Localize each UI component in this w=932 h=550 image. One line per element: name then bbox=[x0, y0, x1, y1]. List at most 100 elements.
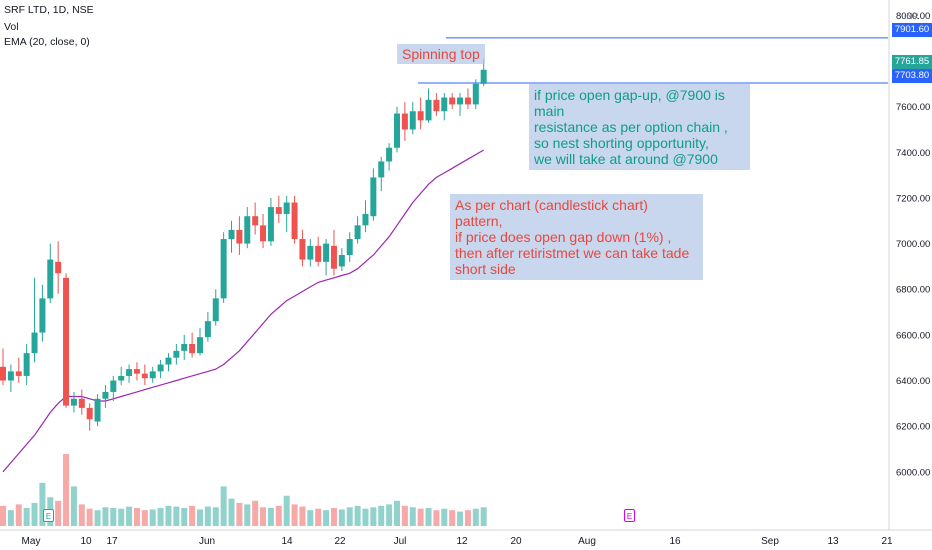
gap-down-line-2: if price does open gap down (1%) , bbox=[455, 229, 672, 245]
volume-bar bbox=[480, 507, 487, 526]
x-tick-label: Jun bbox=[199, 536, 215, 547]
resistance-price-tag: 7901.60 bbox=[892, 23, 932, 37]
volume-bar bbox=[236, 502, 243, 526]
candle-body bbox=[126, 369, 133, 376]
volume-bar bbox=[338, 509, 345, 526]
symbol-legend[interactable]: SRF LTD, 1D, NSE bbox=[4, 4, 94, 16]
x-tick-label: 21 bbox=[881, 536, 893, 547]
candle-body bbox=[260, 225, 267, 242]
y-tick-label: 7200.00 bbox=[896, 193, 930, 204]
candle-body bbox=[212, 298, 219, 322]
volume-bar bbox=[141, 510, 148, 526]
volume-bar bbox=[189, 505, 196, 526]
volume-bar bbox=[291, 504, 298, 526]
volume-bar bbox=[354, 505, 361, 526]
candle-body bbox=[220, 239, 227, 299]
candle-body bbox=[291, 202, 298, 240]
y-tick-label: 6400.00 bbox=[896, 376, 930, 387]
gap-down-line-1: As per chart (candlestick chart) pattern… bbox=[455, 197, 648, 229]
volume-bar bbox=[441, 508, 448, 526]
candle-body bbox=[267, 207, 274, 242]
x-tick-label: 10 bbox=[80, 536, 92, 547]
candle-body bbox=[23, 353, 30, 376]
volume-bar bbox=[362, 508, 369, 526]
x-tick-label: Aug bbox=[578, 536, 596, 547]
candle-body bbox=[370, 177, 377, 217]
gap-up-line-4: we will take at around @7900 bbox=[534, 151, 718, 167]
y-tick-label: 6200.00 bbox=[896, 422, 930, 433]
candle-body bbox=[362, 213, 369, 226]
volume-bar bbox=[39, 482, 46, 526]
candle-body bbox=[425, 99, 432, 121]
volume-bar bbox=[0, 505, 6, 526]
x-tick-label: 16 bbox=[669, 536, 681, 547]
candle-body bbox=[283, 202, 290, 214]
volume-bar bbox=[425, 508, 432, 526]
volume-bar bbox=[31, 502, 38, 526]
volume-bar bbox=[204, 506, 211, 526]
earnings-marker-upcoming[interactable]: E bbox=[624, 509, 635, 522]
candle-body bbox=[31, 332, 38, 354]
volume-bar bbox=[401, 505, 408, 526]
candle-body bbox=[110, 380, 117, 392]
y-tick-label: 6000.00 bbox=[896, 467, 930, 478]
candle-body bbox=[394, 113, 400, 148]
volume-bar bbox=[55, 500, 62, 526]
volume-bar bbox=[299, 506, 306, 526]
y-tick-label: 7000.00 bbox=[896, 239, 930, 250]
earnings-marker-past[interactable]: E bbox=[43, 509, 54, 522]
candle-body bbox=[386, 147, 393, 162]
volume-bar bbox=[165, 505, 172, 526]
candle-body bbox=[181, 343, 188, 351]
candle-body bbox=[228, 229, 235, 240]
spinning-top-note[interactable]: Spinning top bbox=[397, 44, 485, 64]
last-price-tag: 7761.85 bbox=[892, 55, 932, 69]
candle-body bbox=[173, 350, 180, 358]
candle-body bbox=[102, 391, 109, 399]
y-tick-label: 7400.00 bbox=[896, 148, 930, 159]
candle-body bbox=[197, 337, 203, 354]
candle-body bbox=[252, 216, 259, 226]
volume-bar bbox=[394, 500, 400, 526]
candle-body bbox=[378, 161, 385, 178]
candle-body bbox=[354, 225, 361, 240]
gap-up-note[interactable]: if price open gap-up, @7900 is main resi… bbox=[529, 84, 750, 170]
x-tick-label: 22 bbox=[334, 536, 346, 547]
volume-legend[interactable]: Vol bbox=[4, 21, 19, 33]
x-tick-label: 13 bbox=[827, 536, 839, 547]
candle-body bbox=[449, 97, 456, 105]
y-tick-label: 7600.00 bbox=[896, 102, 930, 113]
candle-body bbox=[94, 398, 101, 422]
y-tick-label: 6800.00 bbox=[896, 285, 930, 296]
candle-body bbox=[480, 69, 487, 84]
volume-bar bbox=[23, 508, 30, 526]
candle-body bbox=[346, 239, 353, 255]
candle-body bbox=[236, 229, 243, 244]
volume-bar bbox=[126, 506, 133, 526]
candle-body bbox=[118, 375, 125, 381]
volume-bar bbox=[433, 510, 440, 526]
x-tick-label: 20 bbox=[510, 536, 522, 547]
candle-body bbox=[165, 357, 172, 365]
candle-body bbox=[244, 216, 251, 244]
volume-bar bbox=[464, 510, 471, 526]
volume-bar bbox=[386, 504, 393, 526]
currency-label: INR bbox=[904, 11, 919, 21]
candle-body bbox=[55, 261, 62, 274]
volume-bar bbox=[94, 510, 101, 526]
x-tick-label: Jul bbox=[394, 536, 407, 547]
gap-down-note[interactable]: As per chart (candlestick chart) pattern… bbox=[450, 194, 703, 280]
volume-bar bbox=[118, 508, 125, 526]
candle-body bbox=[7, 371, 14, 381]
candle-body bbox=[157, 364, 164, 372]
candle-body bbox=[39, 298, 46, 333]
x-tick-label: 17 bbox=[106, 536, 118, 547]
volume-bar bbox=[181, 508, 188, 526]
candle-body bbox=[70, 398, 77, 406]
x-tick-label: 12 bbox=[456, 536, 468, 547]
candle-body bbox=[338, 255, 345, 267]
volume-bar bbox=[212, 507, 219, 526]
volume-bar bbox=[267, 508, 274, 526]
ema-legend[interactable]: EMA (20, close, 0) bbox=[4, 36, 90, 48]
candle-body bbox=[47, 259, 54, 299]
